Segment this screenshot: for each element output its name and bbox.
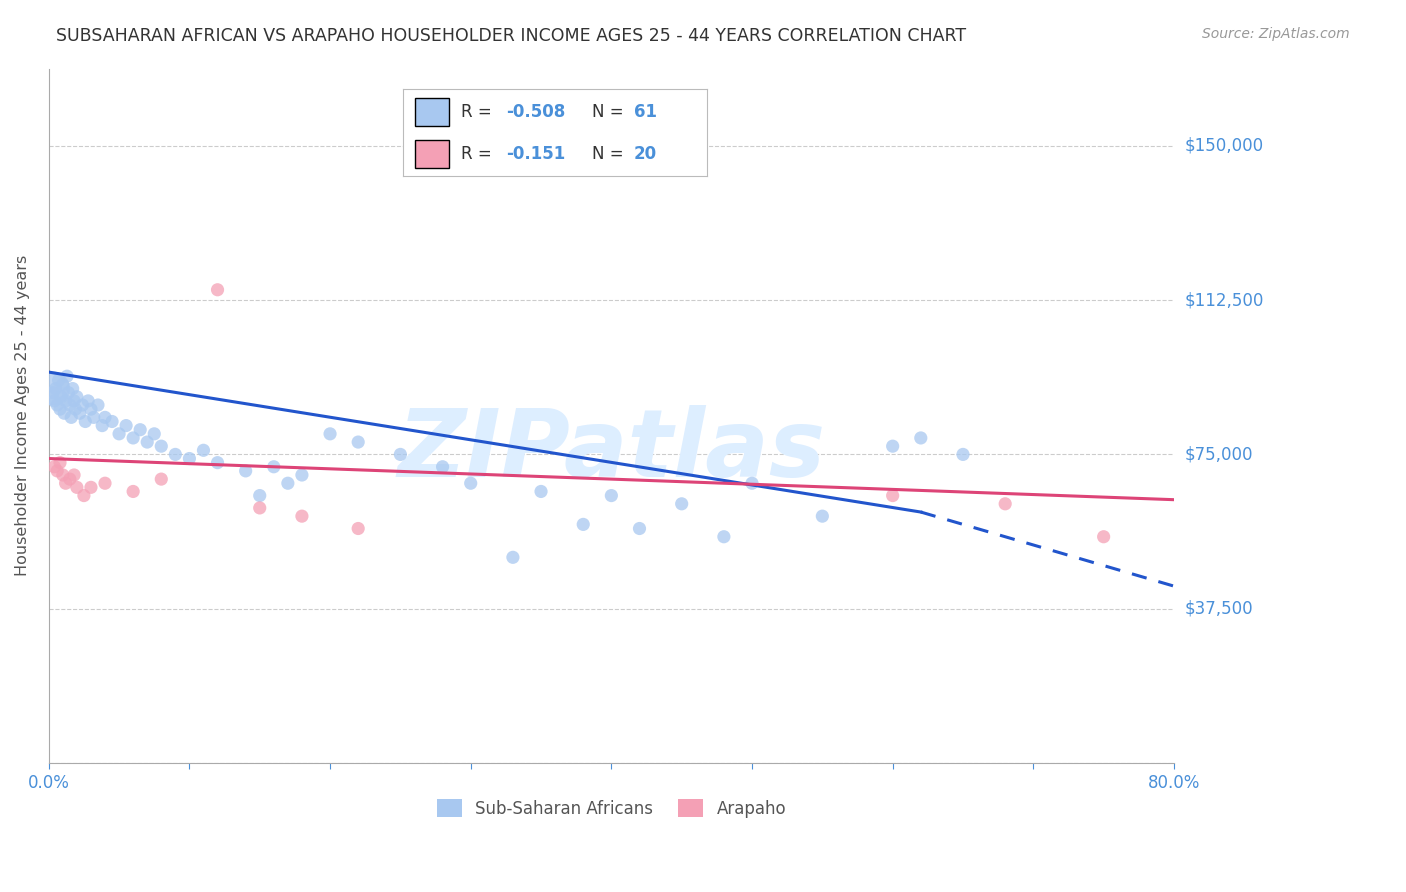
Point: [713, 530, 735, 544]
Point: [150, 472, 173, 486]
Point: [55, 476, 77, 491]
Point: [94, 410, 117, 425]
Point: [51, 390, 73, 404]
Point: [432, 459, 454, 474]
Point: [263, 459, 285, 474]
Text: $75,000: $75,000: [1185, 445, 1254, 464]
Point: [502, 550, 524, 565]
Text: $150,000: $150,000: [1185, 136, 1264, 154]
Point: [741, 476, 763, 491]
Point: [628, 521, 651, 535]
Point: [530, 484, 553, 499]
Point: [52, 377, 75, 392]
Point: [910, 431, 932, 445]
Point: [72, 398, 94, 412]
Point: [49, 402, 72, 417]
Point: [994, 497, 1017, 511]
Point: [45, 382, 67, 396]
Point: [83, 410, 105, 425]
Point: [80, 480, 103, 494]
Point: [60, 410, 83, 425]
Point: [143, 426, 166, 441]
Point: [122, 431, 145, 445]
Point: [115, 418, 138, 433]
Point: [572, 517, 595, 532]
Point: [136, 435, 159, 450]
Point: [75, 415, 97, 429]
Point: [53, 406, 76, 420]
Text: SUBSAHARAN AFRICAN VS ARAPAHO HOUSEHOLDER INCOME AGES 25 - 44 YEARS CORRELATION : SUBSAHARAN AFRICAN VS ARAPAHO HOUSEHOLDE…: [56, 27, 966, 45]
Point: [59, 472, 82, 486]
Point: [80, 402, 103, 417]
Text: $112,500: $112,500: [1185, 291, 1264, 309]
Text: ZIPatlas: ZIPatlas: [398, 405, 825, 497]
Point: [94, 476, 117, 491]
Point: [59, 398, 82, 412]
Point: [600, 489, 623, 503]
Point: [671, 497, 693, 511]
Point: [52, 468, 75, 483]
Point: [460, 476, 482, 491]
Point: [207, 283, 229, 297]
Point: [129, 423, 152, 437]
Point: [62, 382, 84, 396]
Point: [42, 385, 65, 400]
Point: [87, 398, 110, 412]
Point: [207, 456, 229, 470]
Point: [952, 447, 974, 461]
Point: [44, 393, 66, 408]
Point: [249, 500, 271, 515]
Text: $37,500: $37,500: [1185, 599, 1254, 618]
Point: [179, 451, 201, 466]
Point: [91, 418, 114, 433]
Point: [101, 415, 124, 429]
Point: [66, 390, 89, 404]
Point: [347, 521, 370, 535]
Point: [193, 443, 215, 458]
Point: [235, 464, 257, 478]
Point: [73, 489, 96, 503]
Point: [347, 435, 370, 450]
Point: [150, 439, 173, 453]
Point: [63, 393, 86, 408]
Point: [277, 476, 299, 491]
Point: [108, 426, 131, 441]
Point: [291, 468, 314, 483]
Point: [77, 393, 100, 408]
Point: [44, 459, 66, 474]
Point: [58, 385, 80, 400]
Point: [882, 439, 904, 453]
Point: [65, 402, 87, 417]
Point: [249, 489, 271, 503]
Point: [66, 480, 89, 494]
Point: [389, 447, 412, 461]
Y-axis label: Householder Income Ages 25 - 44 years: Householder Income Ages 25 - 44 years: [15, 255, 30, 576]
Point: [49, 456, 72, 470]
Point: [55, 393, 77, 408]
Point: [319, 426, 342, 441]
Point: [122, 484, 145, 499]
Point: [165, 447, 187, 461]
Point: [882, 489, 904, 503]
Point: [46, 464, 69, 478]
Point: [46, 398, 69, 412]
Point: [291, 509, 314, 524]
Point: [48, 373, 70, 387]
Point: [63, 468, 86, 483]
Point: [1092, 530, 1115, 544]
Point: [69, 406, 91, 420]
Text: Source: ZipAtlas.com: Source: ZipAtlas.com: [1202, 27, 1350, 41]
Legend: Sub-Saharan Africans, Arapaho: Sub-Saharan Africans, Arapaho: [430, 793, 793, 824]
Point: [811, 509, 834, 524]
Point: [42, 382, 65, 396]
Point: [56, 369, 79, 384]
